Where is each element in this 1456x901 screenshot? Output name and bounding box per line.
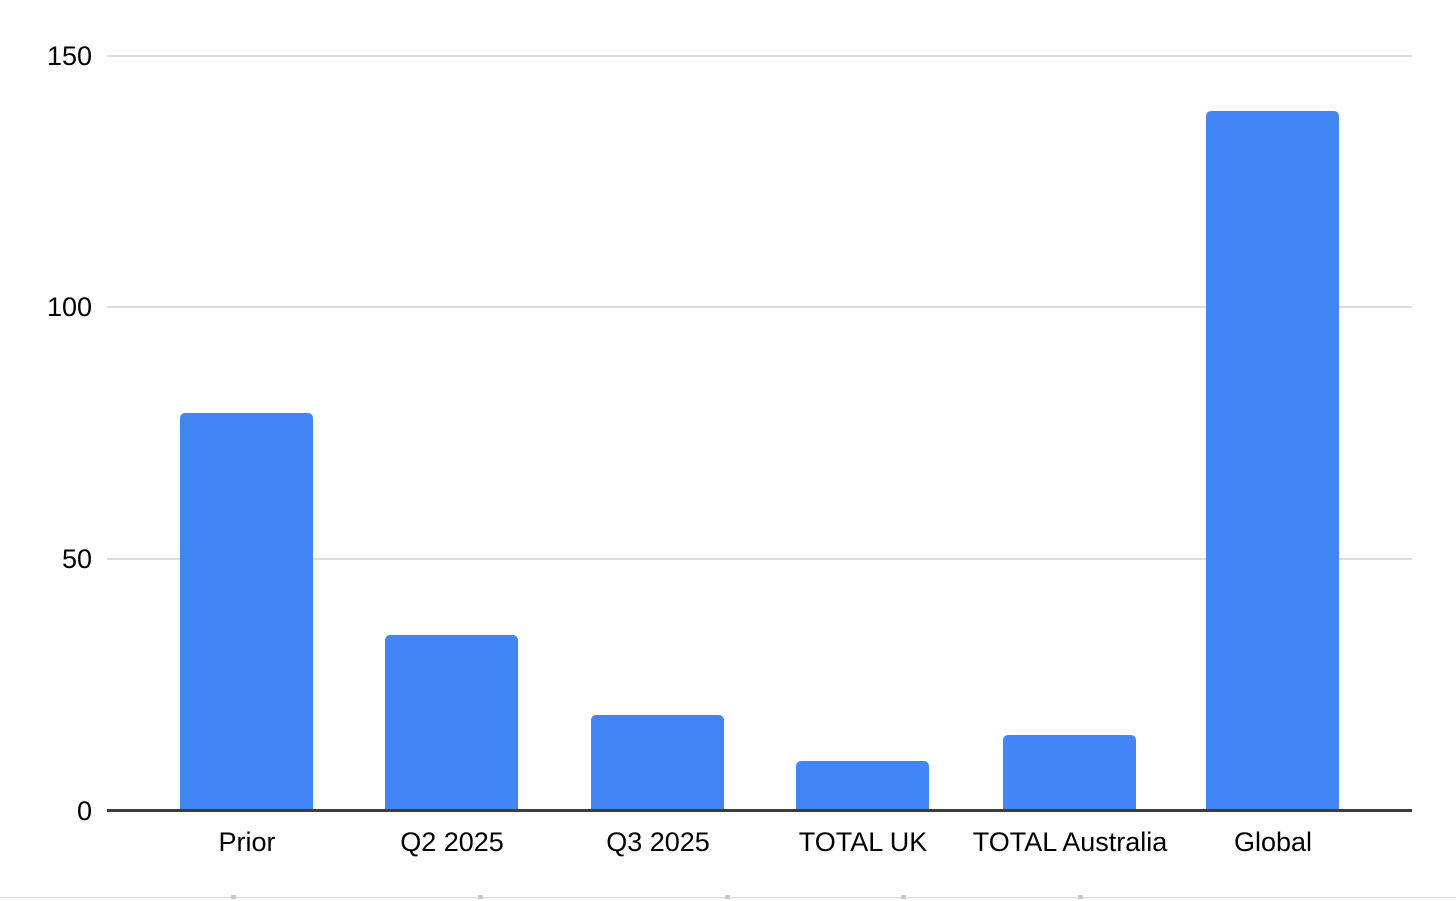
x-axis-category-label: Prior [218,827,276,857]
gridline-100 [107,306,1412,308]
gridline-150 [107,55,1412,57]
cropped-bottom-tick-artifact [478,895,483,899]
bar-global [1206,111,1339,811]
cropped-bottom-tick-artifact [725,895,730,899]
gridline-50 [107,558,1412,560]
x-axis-line [107,809,1412,812]
cropped-bottom-tick-artifact [901,895,906,899]
bar-q3-2025 [591,715,724,811]
x-axis-category-label: Global [1233,827,1313,857]
bar-total-australia [1003,735,1136,811]
bar-prior [180,413,313,811]
bar-total-uk [796,761,929,811]
y-axis-tick-label: 100 [46,292,92,322]
cropped-bottom-tick-artifact [231,895,236,899]
bar-q2-2025 [385,635,518,811]
y-axis-tick-label: 50 [61,544,92,574]
cropped-bottom-tick-artifact [1078,895,1083,899]
x-axis-category-label: Q2 2025 [400,827,504,857]
x-axis-category-label: Q3 2025 [606,827,710,857]
y-axis-tick-label: 150 [46,41,92,71]
y-axis-tick-label: 0 [76,796,92,826]
x-axis-category-label: TOTAL UK [798,827,928,857]
x-axis-category-label: TOTAL Australia [972,827,1168,857]
